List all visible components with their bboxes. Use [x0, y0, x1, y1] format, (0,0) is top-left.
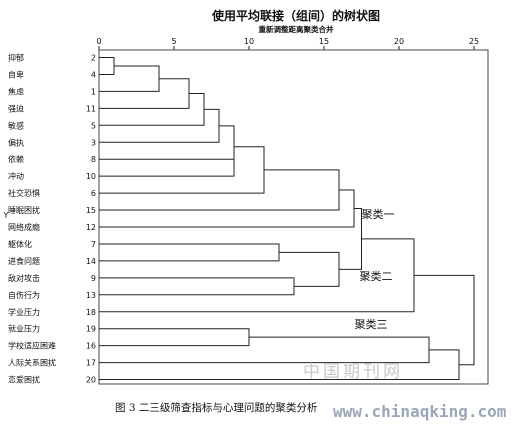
merge-link	[99, 57, 115, 75]
watermark-cn: 中国期刊网	[303, 362, 403, 382]
chart-title: 使用平均联接（组间）的树状图	[211, 8, 380, 23]
axis-subtitle: 重新调整距离聚类合并	[259, 24, 334, 34]
merge-link	[99, 349, 460, 381]
leaf-label: 睡眠困扰	[8, 205, 40, 215]
axis-tick-label: 5	[171, 37, 176, 46]
leaf-label: 躯体化	[8, 239, 32, 249]
merge-link	[99, 336, 430, 364]
leaf-label: 学业压力	[8, 307, 40, 317]
merge-link	[99, 189, 355, 228]
merge-link	[99, 158, 235, 177]
leaf-index: 8	[91, 155, 96, 164]
leaf-index: 12	[86, 223, 96, 232]
leaf-label: 冲动	[8, 171, 24, 181]
leaf-index: 14	[86, 257, 96, 266]
leaf-label: 自卑	[8, 69, 24, 79]
merge-link	[414, 274, 475, 366]
leaf-label: 强迫	[8, 103, 24, 113]
leaf-label: 恋爱困扰	[8, 375, 40, 385]
leaf-index: 15	[86, 206, 96, 215]
leaf-index: 18	[86, 308, 96, 317]
axis-ticks: 0 5 10 15 20 25	[96, 37, 479, 50]
merge-link	[99, 78, 190, 109]
leaf-index: 19	[86, 325, 96, 334]
leaf-index: 1	[91, 87, 96, 96]
merge-link	[99, 65, 160, 92]
leaf-label: 人际关系困扰	[8, 358, 56, 368]
leaf-label: 抑郁	[8, 53, 24, 63]
leaf-index: 4	[91, 70, 96, 79]
leaf-label: 网络成瘾	[8, 222, 40, 232]
leaf-label: 敌对攻击	[8, 273, 40, 283]
merge-link	[99, 243, 280, 262]
y-axis-label: Y	[3, 211, 9, 220]
merge-link	[99, 146, 265, 194]
leaf-label: 自伤行为	[8, 290, 40, 300]
plot-frame	[98, 49, 489, 385]
leaf-index: 10	[86, 172, 96, 181]
leaf-index: 5	[91, 121, 96, 130]
leaf-labels: 抑郁 2 自卑 4 焦虑 1 强迫 11 敏感 5 偏执 3 依赖 8 冲动 10 社交恐惧 6 睡眠困扰 15 网络成…	[8, 53, 96, 385]
leaf-index: 3	[91, 138, 96, 147]
leaf-index: 2	[91, 54, 96, 63]
axis-tick-label: 10	[244, 37, 254, 46]
merge-link	[99, 277, 295, 296]
leaf-label: 进食问题	[8, 256, 40, 266]
dendrogram-links	[99, 57, 475, 381]
leaf-label: 偏执	[8, 137, 24, 147]
merge-link	[99, 108, 220, 143]
watermark-url: www.chinaqking.com	[333, 402, 507, 421]
merge-link	[99, 328, 250, 347]
axis-tick-label: 0	[96, 37, 101, 46]
axis-tick-label: 20	[394, 37, 404, 46]
leaf-index: 11	[86, 104, 96, 113]
merge-link	[339, 207, 362, 270]
leaf-label: 就业压力	[8, 324, 40, 334]
leaf-index: 13	[86, 291, 96, 300]
axis-tick-label: 25	[469, 37, 479, 46]
leaf-index: 17	[86, 359, 96, 368]
axis-tick-label: 15	[319, 37, 329, 46]
leaf-index: 9	[91, 274, 96, 283]
figure-caption: 图 3 二三级筛查指标与心理问题的聚类分析	[115, 401, 318, 414]
cluster-label-3: 聚类三	[355, 317, 388, 331]
merge-link	[99, 93, 205, 126]
leaf-label: 学校适应困难	[8, 341, 56, 351]
merge-link	[279, 251, 340, 287]
cluster-label-2: 聚类二	[360, 269, 393, 283]
leaf-label: 焦虑	[8, 86, 24, 96]
leaf-label: 敏感	[8, 120, 24, 130]
leaf-index: 6	[91, 189, 96, 198]
cluster-label-1: 聚类一	[362, 207, 395, 221]
leaf-index: 7	[91, 240, 96, 249]
leaf-index: 16	[86, 342, 96, 351]
leaf-index: 20	[86, 376, 96, 385]
leaf-label: 社交恐惧	[8, 188, 40, 198]
leaf-label: 依赖	[8, 154, 24, 164]
merge-link	[219, 125, 235, 168]
